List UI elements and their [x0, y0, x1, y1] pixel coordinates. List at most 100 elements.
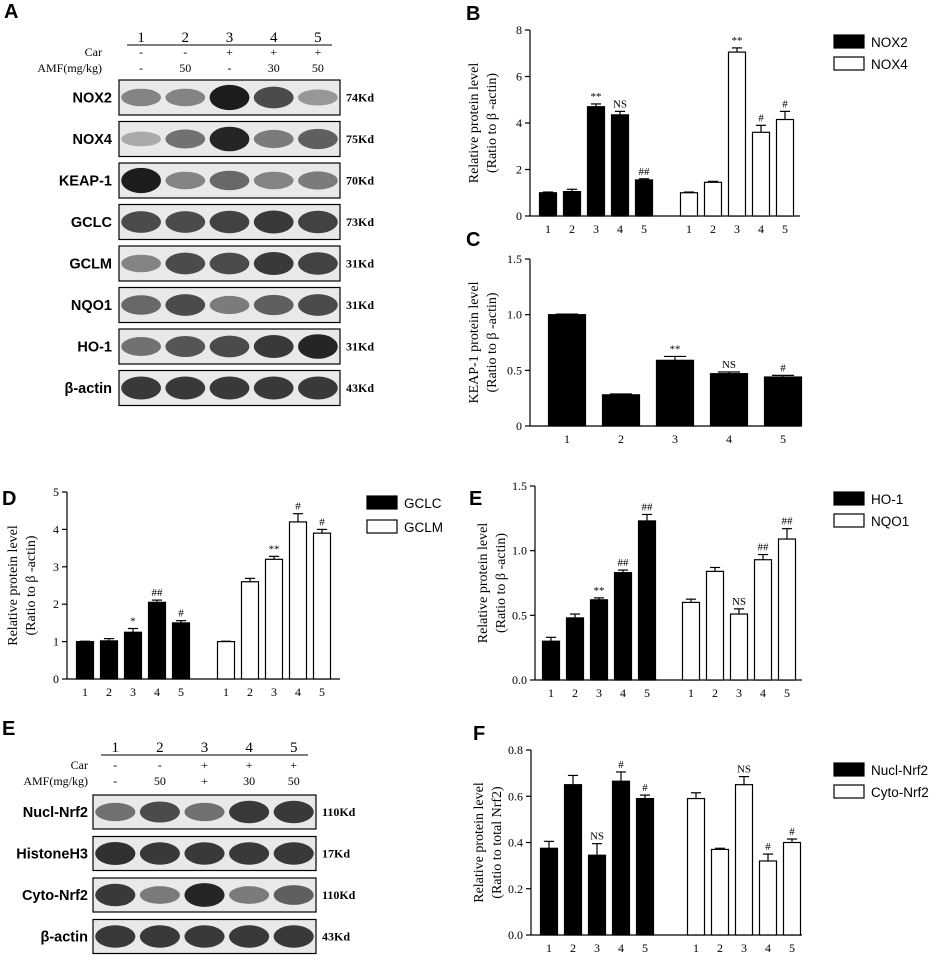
panel-label-e-top: E	[469, 488, 482, 510]
y-tick-label: 1.0	[507, 308, 522, 322]
bar-gclm-4	[288, 521, 308, 680]
amf-dose-3: -	[228, 61, 232, 75]
x-tick-label-series-3: 3	[672, 432, 678, 446]
molecular-weight-cyto-nrf2: 110Kd	[322, 888, 356, 902]
y-tick-label: 1.0	[512, 544, 527, 558]
legend-label-ho-1: HO-1	[871, 492, 903, 507]
band-nox2-lane-4	[253, 86, 294, 109]
legend-label-cyto-nrf2: Cyto-Nrf2	[871, 785, 929, 800]
blot-label-keap-1: KEAP-1	[59, 174, 112, 190]
legend-swatch-nox2	[833, 34, 865, 49]
band-actin-lane-3	[184, 925, 225, 948]
x-tick-label-ho-1-2: 2	[572, 686, 578, 700]
x-tick-label-nqo1-3: 3	[736, 686, 742, 700]
legend-swatch-nox4	[833, 56, 865, 71]
lane-number-1: 1	[137, 30, 145, 46]
band-cyto-nrf2-lane-2	[139, 886, 180, 904]
bar-nqo1-4	[753, 559, 773, 681]
bar-nucl-nrf2-4	[611, 780, 631, 936]
y-axis-label: Relative protein level	[472, 782, 487, 903]
legend-swatch-ho-1	[833, 491, 865, 506]
bar-gclm-5	[312, 532, 332, 680]
bar-nox4-1	[679, 192, 699, 217]
panel-label-f: F	[473, 723, 485, 745]
significance-cyto-nrf2-5: #	[789, 826, 795, 838]
band-cyto-nrf2-lane-3	[184, 883, 225, 907]
significance-ho-1-3: **	[594, 585, 605, 597]
y-tick-label: 6	[516, 70, 522, 84]
band-ho-1-lane-2	[165, 336, 206, 357]
band-actin-lane-3	[209, 376, 250, 400]
band-nox4-lane-1	[121, 131, 161, 147]
x-tick-label-gclc-2: 2	[106, 685, 112, 699]
bar-ho-1-1	[541, 640, 561, 681]
band-gclc-lane-1	[121, 211, 161, 233]
bar-nox2-2	[562, 190, 582, 217]
bar-gclc-4	[147, 601, 167, 680]
x-tick-label-nox2-2: 2	[569, 222, 575, 236]
bar-nqo1-2	[705, 570, 725, 681]
bar-nucl-nrf2-5	[635, 797, 655, 936]
x-tick-label-cyto-nrf2-4: 4	[765, 941, 771, 955]
x-tick-label-cyto-nrf2-3: 3	[741, 941, 747, 955]
band-nqo1-lane-3	[209, 295, 250, 315]
y-axis-label: Relative protein level	[467, 63, 482, 184]
significance-nox4-5: #	[782, 98, 788, 110]
x-tick-label-nucl-nrf2-5: 5	[642, 941, 648, 955]
bar-nox2-1	[538, 192, 558, 217]
significance-nucl-nrf2-3: NS	[590, 831, 604, 843]
x-tick-label-nox4-5: 5	[782, 222, 788, 236]
chart-f: 0.0 0.2 0.4 0.6 0.8 Relative protein level (Ra…	[472, 743, 929, 955]
legend-swatch-nucl-nrf2	[833, 762, 865, 777]
band-nqo1-lane-2	[165, 294, 206, 316]
bar-cyto-nrf2-1	[686, 797, 706, 936]
bar-nqo1-3	[729, 613, 749, 681]
x-tick-label-series-5: 5	[780, 432, 786, 446]
car-sign-1: -	[139, 45, 143, 59]
molecular-weight-gclm: 31Kd	[346, 257, 374, 271]
significance-nucl-nrf2-5: #	[642, 782, 648, 794]
bar-series-5	[763, 376, 803, 427]
band-ho-1-lane-4	[253, 334, 294, 359]
band-ho-1-lane-3	[209, 335, 250, 358]
band-nox4-lane-5	[298, 128, 338, 150]
significance-nqo1-5: ##	[782, 516, 794, 528]
band-nucl-nrf2-lane-5	[273, 800, 314, 824]
amf-dose-4: 30	[268, 61, 280, 75]
chart-b: 0 2 4 6 8 Relative protein level (Ratio to β -…	[467, 23, 908, 236]
bar-gclc-3	[123, 631, 143, 680]
band-histoneh3-lane-4	[229, 842, 270, 865]
lane-number-2: 2	[156, 740, 164, 756]
amf-dose-3: +	[201, 774, 208, 788]
blot-label-nqo1: NQO1	[71, 298, 112, 314]
band-actin-lane-4	[253, 376, 294, 400]
y-tick-label: 2	[53, 597, 59, 611]
band-nox4-lane-3	[209, 126, 250, 152]
x-tick-label-gclm-3: 3	[271, 685, 277, 699]
x-tick-label-gclc-1: 1	[82, 685, 88, 699]
car-sign-2: -	[158, 758, 162, 772]
bar-nucl-nrf2-1	[539, 847, 559, 936]
band-gclc-lane-4	[253, 210, 294, 234]
band-cyto-nrf2-lane-5	[273, 885, 314, 905]
band-keap-1-lane-3	[209, 170, 250, 191]
y-tick-label: 0.6	[508, 789, 523, 803]
significance-series-3: **	[670, 343, 681, 355]
band-actin-lane-5	[298, 376, 338, 400]
y-tick-label: 0.0	[508, 928, 523, 942]
lane-number-1: 1	[112, 740, 120, 756]
band-gclc-lane-2	[165, 211, 206, 233]
band-keap-1-lane-1	[121, 167, 161, 194]
band-nqo1-lane-5	[298, 294, 338, 316]
blot-label-ho-1: HO-1	[77, 340, 112, 356]
x-tick-label-gclm-2: 2	[247, 685, 253, 699]
bar-gclm-3	[264, 558, 284, 680]
blot-label-nucl-nrf2: Nucl-Nrf2	[23, 805, 88, 821]
bar-ho-1-5	[637, 520, 657, 681]
x-tick-label-nucl-nrf2-4: 4	[618, 941, 624, 955]
molecular-weight-histoneh3: 17Kd	[322, 847, 350, 861]
blot-label-gclc: GCLC	[71, 215, 113, 231]
band-actin-lane-5	[273, 925, 314, 948]
significance-nqo1-3: NS	[732, 596, 746, 608]
amf-dose-4: 30	[243, 774, 255, 788]
